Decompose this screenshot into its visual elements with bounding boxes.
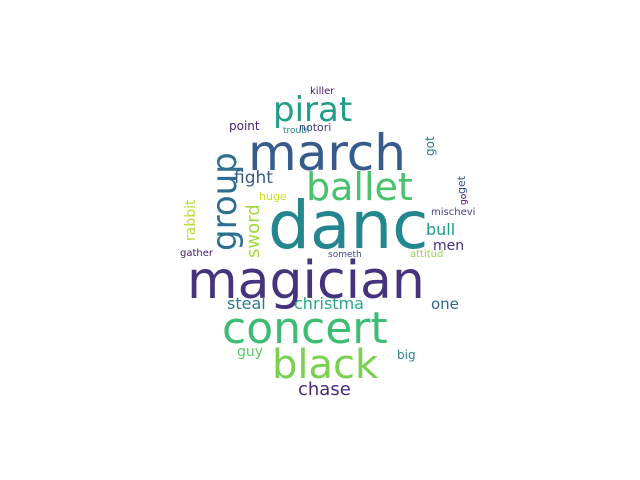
word-ballet: ballet (306, 165, 413, 209)
word-black: black (272, 342, 379, 388)
word-guy: guy (237, 344, 263, 360)
word-concert: concert (222, 303, 388, 354)
word-one: one (431, 295, 459, 313)
word-notori: notori (299, 121, 331, 134)
word-steal: steal (227, 294, 266, 313)
word-magician: magician (187, 251, 425, 311)
word-get: get (455, 175, 468, 194)
word-huge: huge (259, 190, 287, 203)
word-troubl: troubl (283, 126, 309, 136)
word-point: point (229, 119, 260, 133)
word-bull: bull (426, 220, 455, 239)
word-sword: sword (243, 204, 264, 258)
word-fight: fight (234, 168, 273, 188)
word-big: big (397, 348, 416, 362)
word-pirat: pirat (273, 90, 352, 130)
word-danc: danc (268, 187, 428, 264)
word-someth: someth (328, 250, 362, 260)
word-march: march (248, 124, 406, 182)
word-killer: killer (310, 86, 335, 97)
word-christma: christma (294, 294, 364, 313)
word-got: got (423, 136, 437, 156)
word-rabbit: rabbit (183, 199, 199, 241)
word-men: men (433, 238, 464, 254)
word-mischevi: mischevi (431, 207, 475, 218)
word-group: group (205, 152, 245, 251)
word-chase: chase (298, 379, 351, 400)
word-gather: gather (180, 248, 214, 259)
word-go: go (459, 193, 469, 205)
word-attitud: attitud (410, 249, 443, 260)
